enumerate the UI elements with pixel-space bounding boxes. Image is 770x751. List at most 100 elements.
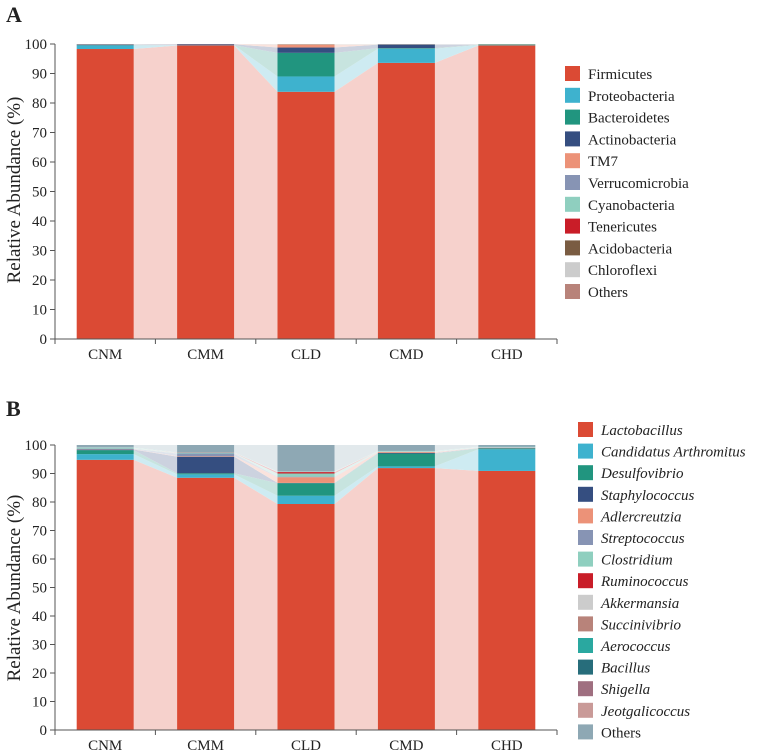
bar-segment-cmd-adlercreutzia: [377, 452, 435, 453]
panel-b-bars: [76, 445, 536, 730]
panel-b-genus-chart: B Relative Abundance (%) 0 10 20 30 40 50 60 70…: [4, 396, 746, 751]
flow-tm7-cld-to-cmd: [334, 44, 378, 48]
bar-segment-cmm-clostridium: [177, 452, 235, 454]
legend-swatch-acidobacteria: [565, 240, 580, 256]
bar-segment-chd-desulfovibrio: [478, 448, 536, 450]
x-tick-label-cnm: CNM: [88, 347, 122, 363]
legend-swatch-aerococcus: [578, 638, 593, 653]
flow-akkermansia-cld-to-cmd: [334, 450, 378, 473]
bar-segment-cld-proteobacteria: [277, 76, 335, 92]
bar-segment-cmm-desulfovibrio: [177, 473, 235, 475]
y-tick-label-0: 0: [40, 723, 48, 739]
x-tick-label-chd: CHD: [491, 347, 523, 363]
legend-swatch-others: [565, 284, 580, 299]
flow-adlercreutzia-cnm-to-cmm: [133, 449, 178, 457]
flow-aerococcus-cnm-to-cmm: [133, 447, 178, 453]
flow-staphylococcus-cmm-to-cld: [234, 456, 278, 484]
x-tick-label-cld: CLD: [291, 347, 321, 363]
x-tick-label-cmm: CMM: [187, 347, 224, 363]
legend-swatch-tenericutes: [565, 218, 580, 234]
legend-label-firmicutes: Firmicutes: [588, 67, 652, 83]
legend-label-streptococcus: Streptococcus: [601, 531, 685, 547]
bar-segment-cmm-streptococcus: [177, 453, 235, 457]
y-tick-label-10: 10: [32, 303, 47, 319]
bar-segment-cld-akkermansia: [277, 471, 335, 473]
flow-adlercreutzia-cmd-to-chd: [434, 447, 479, 453]
y-tick-label-50: 50: [32, 581, 47, 597]
bar-segment-cld-adlercreutzia: [277, 477, 335, 483]
x-tick-label-cmm: CMM: [187, 738, 224, 751]
panel-a-legend: Firmicutes Proteobacteria Bacteroidetes Act…: [565, 66, 689, 301]
panel-b-legend: Lactobacillus Candidatus Arthromitus Desul…: [578, 422, 746, 741]
flow-desulfovibrio-cmm-to-cld: [234, 473, 278, 496]
bar-segment-chd-others: [478, 445, 536, 447]
flow-clostridium-cnm-to-cmm: [133, 447, 178, 454]
legend-label-lactobacillus: Lactobacillus: [600, 423, 683, 439]
flow-adlercreutzia-cmm-to-cld: [234, 456, 278, 483]
bar-segment-cmm-actinobacteria: [177, 44, 235, 46]
legend-label-adlercreutzia: Adlercreutzia: [600, 509, 682, 525]
panel-a-bars: [76, 44, 536, 339]
legend-swatch-candidatus-arthromitus: [578, 443, 593, 459]
flow-tm7-cmm-to-cld: [234, 44, 278, 48]
legend-swatch-jeotgalicoccus: [578, 702, 593, 718]
legend-swatch-tm7: [565, 153, 580, 169]
bar-segment-cld-streptococcus: [277, 476, 335, 478]
flow-ruminococcus-cnm-to-cmm: [133, 447, 178, 453]
legend-swatch-akkermansia: [578, 594, 593, 610]
panel-a-label: A: [6, 2, 22, 27]
bar-segment-cld-lactobacillus: [277, 503, 335, 730]
legend-label-succinivibrio: Succinivibrio: [601, 617, 681, 633]
bar-segment-cnm-actinobacteria: [76, 44, 134, 46]
legend-label-verrucomicrobia: Verrucomicrobia: [588, 176, 689, 192]
bar-segment-chd-bacteroidetes: [478, 44, 536, 46]
legend-label-aerococcus: Aerococcus: [600, 639, 671, 655]
panel-a-axes: 0 10 20 30 40 50 60 70 80 90 100 CNM CMM CLD CMD CHD: [25, 37, 558, 363]
flow-candidatus-arthromitus-cnm-to-cmm: [133, 454, 178, 478]
flow-actinobacteria-cld-to-cmd: [334, 44, 378, 53]
legend-swatch-streptococcus: [578, 530, 593, 545]
flow-bacteroidetes-cmd-to-chd: [434, 44, 479, 49]
flow-clostridium-cmm-to-cld: [234, 452, 278, 477]
legend-label-desulfovibrio: Desulfovibrio: [600, 466, 684, 482]
flow-streptococcus-cmm-to-cld: [234, 453, 278, 478]
bar-segment-cnm-others: [76, 445, 134, 448]
legend-swatch-cyanobacteria: [565, 196, 580, 212]
bar-segment-chd-firmicutes: [478, 45, 536, 339]
legend-label-tm7: TM7: [588, 154, 619, 170]
flow-proteobacteria-cnm-to-cmm: [133, 45, 178, 50]
flow-akkermansia-cnm-to-cmm: [133, 447, 178, 453]
legend-label-ruminococcus: Ruminococcus: [600, 574, 689, 590]
flow-others-cmd-to-chd: [434, 445, 479, 451]
legend-label-proteobacteria: Proteobacteria: [588, 89, 675, 105]
legend-swatch-lactobacillus: [578, 422, 593, 437]
y-tick-label-10: 10: [32, 695, 47, 711]
bar-segment-cld-actinobacteria: [277, 47, 335, 53]
flow-proteobacteria-cmm-to-cld: [234, 45, 278, 92]
flow-aerococcus-cld-to-cmd: [334, 450, 378, 472]
bar-segment-cmd-firmicutes: [377, 62, 435, 339]
bar-segment-cnm-staphylococcus: [76, 449, 134, 451]
legend-label-acidobacteria: Acidobacteria: [588, 241, 672, 257]
legend-swatch-chloroflexi: [565, 262, 580, 278]
flow-lactobacillus-cnm-to-cmm: [133, 459, 178, 730]
bar-segment-cmm-adlercreutzia: [177, 456, 235, 457]
legend-label-bacillus: Bacillus: [601, 661, 650, 677]
x-tick-label-cld: CLD: [291, 738, 321, 751]
flow-bacteroidetes-cmm-to-cld: [234, 45, 278, 77]
bar-segment-cnm-firmicutes: [76, 49, 134, 339]
flow-streptococcus-cld-to-cmd: [334, 451, 378, 478]
y-tick-label-100: 100: [25, 438, 48, 454]
legend-swatch-adlercreutzia: [578, 508, 593, 524]
legend-swatch-proteobacteria: [565, 87, 580, 103]
bar-segment-cnm-clostridium: [76, 447, 134, 449]
y-tick-label-20: 20: [32, 273, 47, 289]
legend-swatch-clostridium: [578, 551, 593, 567]
legend-label-staphylococcus: Staphylococcus: [601, 488, 694, 504]
legend-label-chloroflexi: Chloroflexi: [588, 263, 657, 279]
bar-segment-cmd-bacteroidetes: [377, 48, 435, 49]
bar-segment-cld-clostridium: [277, 473, 335, 477]
y-tick-label-80: 80: [32, 96, 47, 112]
bar-segment-cnm-candidatus-arthromitus: [76, 454, 134, 460]
